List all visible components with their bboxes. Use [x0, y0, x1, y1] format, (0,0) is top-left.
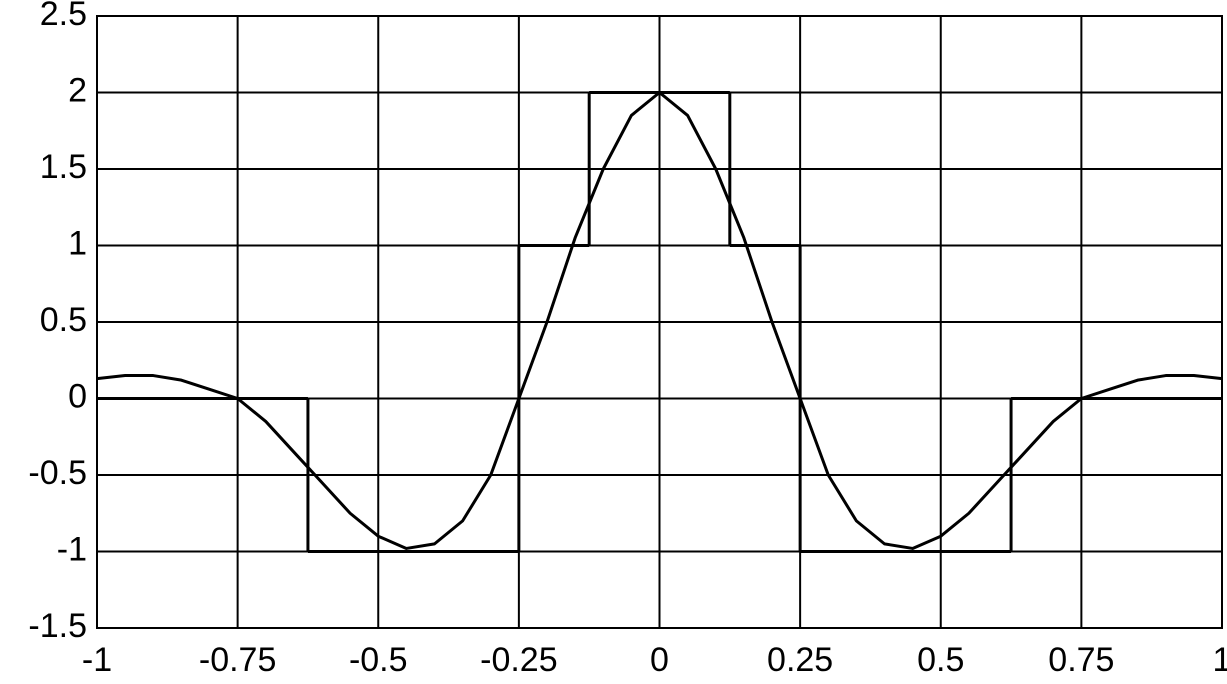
y-tick-label: 0.5	[40, 301, 87, 339]
y-tick-label: 0	[68, 377, 87, 415]
x-tick-label: -0.75	[199, 641, 277, 679]
x-tick-label: -1	[82, 641, 112, 679]
chart: 2.521.510.50-0.5-1-1.5-1-0.75-0.5-0.2500…	[0, 0, 1227, 684]
y-tick-label: 1	[68, 224, 87, 262]
x-tick-label: 0	[650, 641, 669, 679]
x-tick-label: -0.25	[480, 641, 558, 679]
y-tick-label: -1.5	[28, 607, 87, 645]
x-tick-label: 0.5	[917, 641, 964, 679]
x-tick-label: 0.75	[1048, 641, 1114, 679]
x-tick-label: -0.5	[349, 641, 408, 679]
x-tick-label: 1	[1213, 641, 1227, 679]
y-tick-label: 2.5	[40, 0, 87, 33]
y-tick-label: 2	[68, 71, 87, 109]
x-tick-label: 0.25	[767, 641, 833, 679]
y-tick-label: -0.5	[28, 454, 87, 492]
y-tick-label: 1.5	[40, 148, 87, 186]
y-tick-label: -1	[57, 530, 87, 568]
